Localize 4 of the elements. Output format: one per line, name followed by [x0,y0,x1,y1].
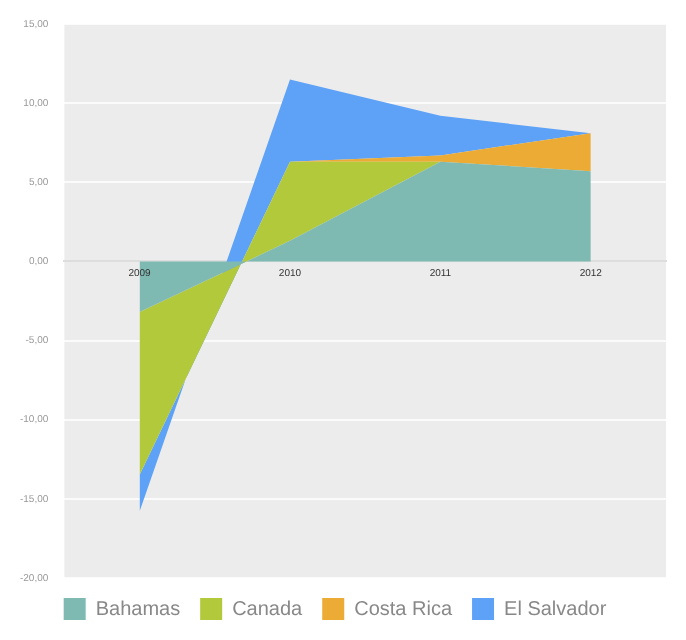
legend-label: El Salvador [504,598,608,621]
legend-label: Bahamas [95,598,181,621]
legend-label: Costa Rica [354,598,453,621]
legend-label: Canada [232,598,304,621]
